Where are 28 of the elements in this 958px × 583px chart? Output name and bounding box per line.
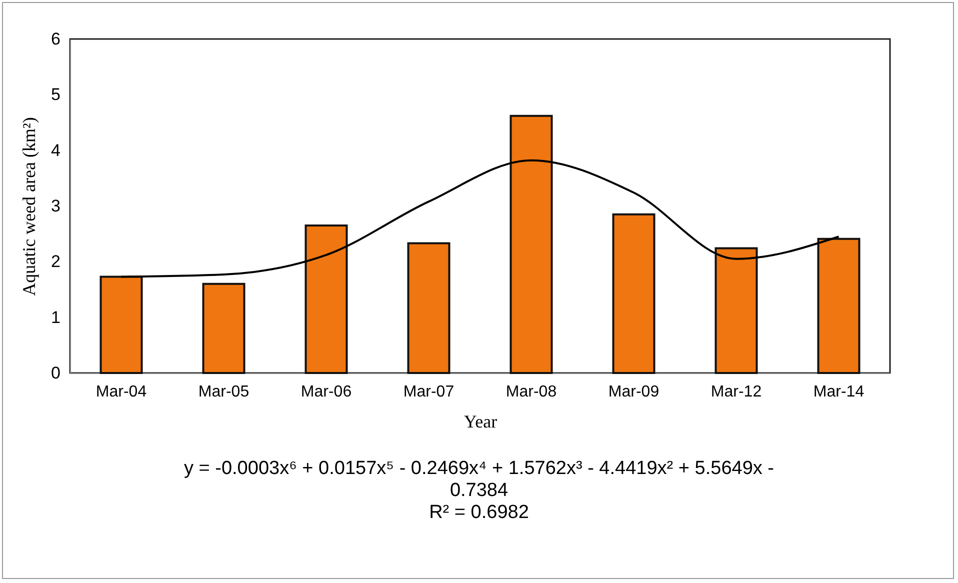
x-tick-label: Mar-04 xyxy=(96,384,147,400)
bar xyxy=(304,224,348,374)
y-tick-label: 1 xyxy=(51,308,60,327)
y-tick-label: 3 xyxy=(51,196,60,216)
x-tick-label: Mar-09 xyxy=(608,384,660,400)
y-tick-label: 0 xyxy=(51,364,60,382)
x-axis-title: Year xyxy=(464,412,498,432)
x-tick-label: Mar-14 xyxy=(813,384,864,400)
text: R² = 0.6982 xyxy=(428,502,530,524)
bar xyxy=(612,213,656,374)
bar xyxy=(100,276,143,374)
bar xyxy=(510,114,553,374)
x-tick-label: Mar-08 xyxy=(506,384,557,400)
x-tick-label: Mar-07 xyxy=(403,384,454,400)
x-tick-label: Mar-05 xyxy=(198,384,250,400)
x-tick-label: Mar-06 xyxy=(300,384,352,400)
bar xyxy=(407,242,450,374)
y-tick-label: 6 xyxy=(51,30,60,48)
bar xyxy=(817,238,860,374)
y-axis-title: Aquatic weed area (km²) xyxy=(19,117,40,296)
text: y = -0.0003x⁶ + 0.0157x⁵ - 0.2469x⁴ + 1.5762x³ - 4.4419x² + 5.5649x - 0.7384 xyxy=(182,458,775,502)
y-tick-label: 2 xyxy=(51,252,60,272)
bar xyxy=(202,282,246,374)
y-tick-label: 5 xyxy=(51,85,60,104)
line-series xyxy=(120,159,840,278)
bar xyxy=(714,247,758,374)
y-tick-label: 4 xyxy=(51,140,60,160)
x-tick-label: Mar-12 xyxy=(710,384,762,400)
